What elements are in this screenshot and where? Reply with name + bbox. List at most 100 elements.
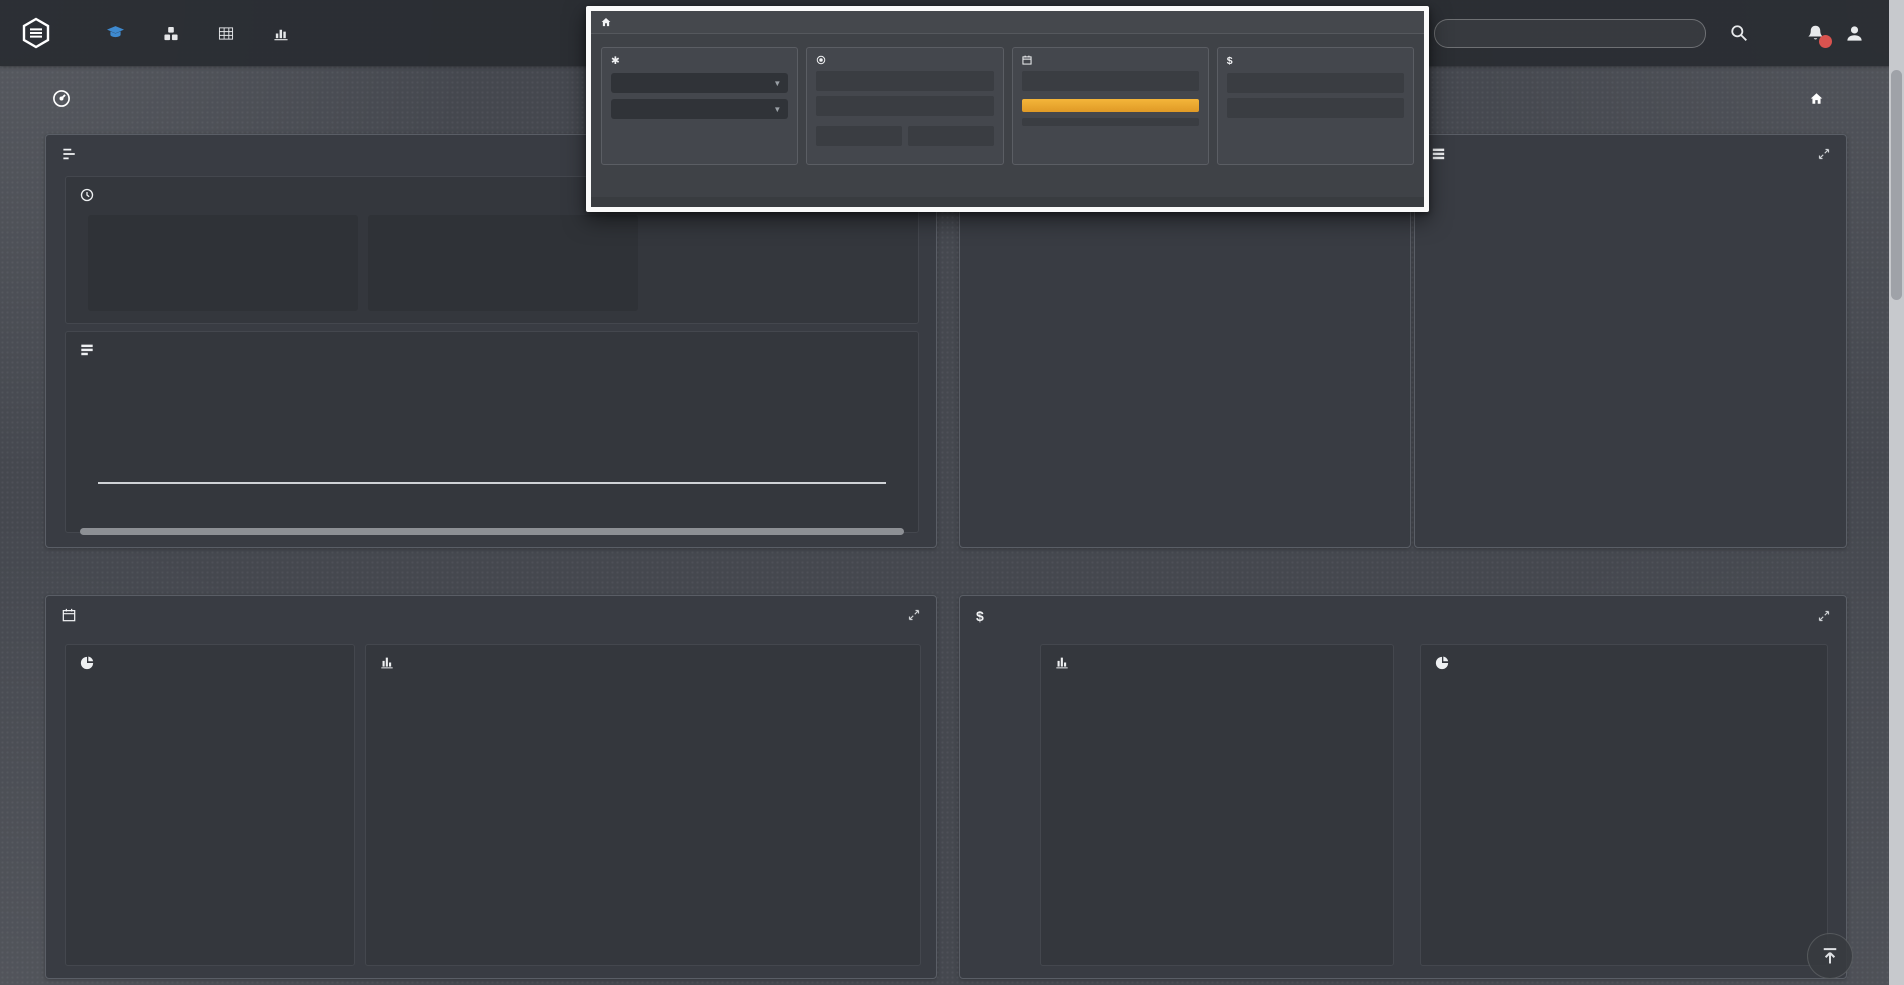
stat-ongoing-schedule bbox=[816, 96, 994, 116]
treemap-column-headers bbox=[1415, 233, 1846, 251]
column-chart-icon bbox=[1055, 656, 1069, 669]
asterisk-icon: ✱ bbox=[611, 55, 620, 67]
pie-icon bbox=[80, 656, 94, 670]
sort-bars-icon bbox=[62, 147, 77, 161]
calendar-icon bbox=[1021, 55, 1032, 65]
staff-req-title bbox=[1041, 645, 1393, 673]
deadline-title bbox=[66, 177, 918, 206]
cubes-icon bbox=[163, 26, 179, 41]
expand-icon[interactable] bbox=[1818, 148, 1830, 160]
dollar-icon: $ bbox=[1226, 55, 1233, 67]
user-avatar-icon[interactable] bbox=[1845, 24, 1864, 43]
pie-icon bbox=[1435, 656, 1449, 670]
scrollbar-thumb[interactable] bbox=[1891, 70, 1902, 300]
req-status-title bbox=[66, 645, 354, 674]
panel-worker-title bbox=[1431, 147, 1454, 160]
panel-progress bbox=[45, 134, 937, 548]
issue-stack-title bbox=[366, 645, 920, 673]
search-box bbox=[1434, 18, 1706, 48]
card-staff-perf bbox=[1420, 644, 1828, 966]
timeline-axis bbox=[98, 486, 886, 502]
modal-header[interactable] bbox=[591, 11, 1424, 34]
deadline-tile-end bbox=[368, 215, 638, 311]
version-select[interactable]: ▼ bbox=[611, 99, 789, 119]
summary-modal: ✱ ▼ ▼ bbox=[586, 6, 1429, 212]
staff-requirement-hbar-chart[interactable] bbox=[1041, 645, 1393, 965]
product-select[interactable]: ▼ bbox=[611, 73, 789, 93]
nav-item-management[interactable] bbox=[273, 26, 296, 41]
search-icon[interactable] bbox=[1730, 24, 1748, 42]
stat-avg-req bbox=[1226, 98, 1404, 118]
bar-chart-icon bbox=[273, 26, 289, 41]
scope-progress-fill bbox=[1021, 99, 1199, 112]
stat-past-schedule bbox=[816, 126, 902, 146]
issue-status-stacked-chart[interactable] bbox=[370, 677, 916, 927]
stat-selected-versions bbox=[816, 71, 994, 91]
brand-logo[interactable] bbox=[20, 17, 61, 49]
arrow-up-icon bbox=[1820, 946, 1840, 966]
nav-item-product[interactable] bbox=[163, 26, 186, 41]
timeline-title bbox=[66, 332, 918, 360]
grad-cap-icon bbox=[107, 25, 124, 41]
expand-icon[interactable] bbox=[908, 609, 920, 621]
worker-treemap-chart[interactable] bbox=[1434, 253, 1809, 509]
deadline-tile-start bbox=[88, 215, 358, 311]
requirement-status-donut-chart[interactable] bbox=[66, 675, 354, 903]
panel-staff-title: $ bbox=[976, 608, 992, 624]
panel-requirements-title bbox=[62, 608, 84, 622]
calendar-icon bbox=[62, 608, 76, 622]
nav-item-ai[interactable] bbox=[107, 25, 131, 41]
home-icon bbox=[601, 17, 611, 27]
timeline-bars-icon bbox=[80, 343, 94, 356]
panel-controls bbox=[863, 609, 920, 621]
panel-progress-title bbox=[62, 147, 85, 161]
panel-requirements bbox=[45, 595, 937, 979]
search-input[interactable] bbox=[1445, 24, 1695, 42]
breadcrumb-home[interactable] bbox=[1810, 92, 1828, 105]
modal-subtitle bbox=[591, 34, 1424, 47]
staff-perf-title bbox=[1421, 645, 1827, 674]
breadcrumb bbox=[1810, 92, 1842, 105]
panel-controls bbox=[1773, 610, 1830, 622]
expand-icon[interactable] bbox=[1818, 610, 1830, 622]
notifications-bell-icon[interactable] bbox=[1806, 24, 1832, 48]
hexagon-logo-icon bbox=[20, 17, 52, 49]
card-version-timeline bbox=[65, 331, 919, 535]
staff-performance-polar-chart[interactable] bbox=[1421, 703, 1827, 963]
clock-icon bbox=[80, 188, 94, 202]
card-req-status bbox=[65, 644, 355, 966]
card-issue-stack bbox=[365, 644, 921, 966]
modal-card-time bbox=[806, 47, 1004, 165]
modal-card-scope bbox=[1011, 47, 1209, 165]
modal-title bbox=[601, 17, 617, 27]
modal-card-resource: $ bbox=[1216, 47, 1414, 165]
home-icon bbox=[1810, 92, 1823, 105]
column-chart-icon bbox=[380, 656, 394, 669]
panel-staff: $ bbox=[959, 595, 1847, 979]
list-icon bbox=[1431, 147, 1446, 160]
grid-icon bbox=[218, 26, 234, 41]
dashboard-gauge-icon bbox=[52, 89, 71, 108]
card-staff-req bbox=[1040, 644, 1394, 966]
page-title bbox=[52, 89, 79, 108]
stat-req-count bbox=[1021, 71, 1199, 91]
scope-issue-columns bbox=[1021, 118, 1199, 126]
scroll-to-top-button[interactable] bbox=[1807, 933, 1853, 979]
timeline-scrollbar[interactable] bbox=[80, 528, 904, 535]
scope-progress-track bbox=[1021, 99, 1199, 112]
modal-card-select: ✱ ▼ ▼ bbox=[601, 47, 799, 165]
caret-down-icon: ▼ bbox=[773, 78, 782, 88]
panel-worker-involvement bbox=[1414, 134, 1847, 548]
target-icon bbox=[816, 55, 826, 65]
stat-remaining-schedule bbox=[907, 126, 994, 146]
dollar-icon: $ bbox=[976, 608, 984, 624]
page-scrollbar[interactable] bbox=[1889, 0, 1904, 985]
notification-badge bbox=[1819, 34, 1832, 48]
caret-down-icon: ▼ bbox=[773, 104, 782, 114]
modal-footer bbox=[591, 197, 1424, 207]
page-header bbox=[0, 76, 1904, 120]
nav-item-requirement[interactable] bbox=[218, 26, 241, 41]
version-timeline-chart[interactable] bbox=[98, 374, 886, 484]
panel-controls bbox=[1773, 148, 1830, 160]
stat-total-staff bbox=[1226, 73, 1404, 93]
